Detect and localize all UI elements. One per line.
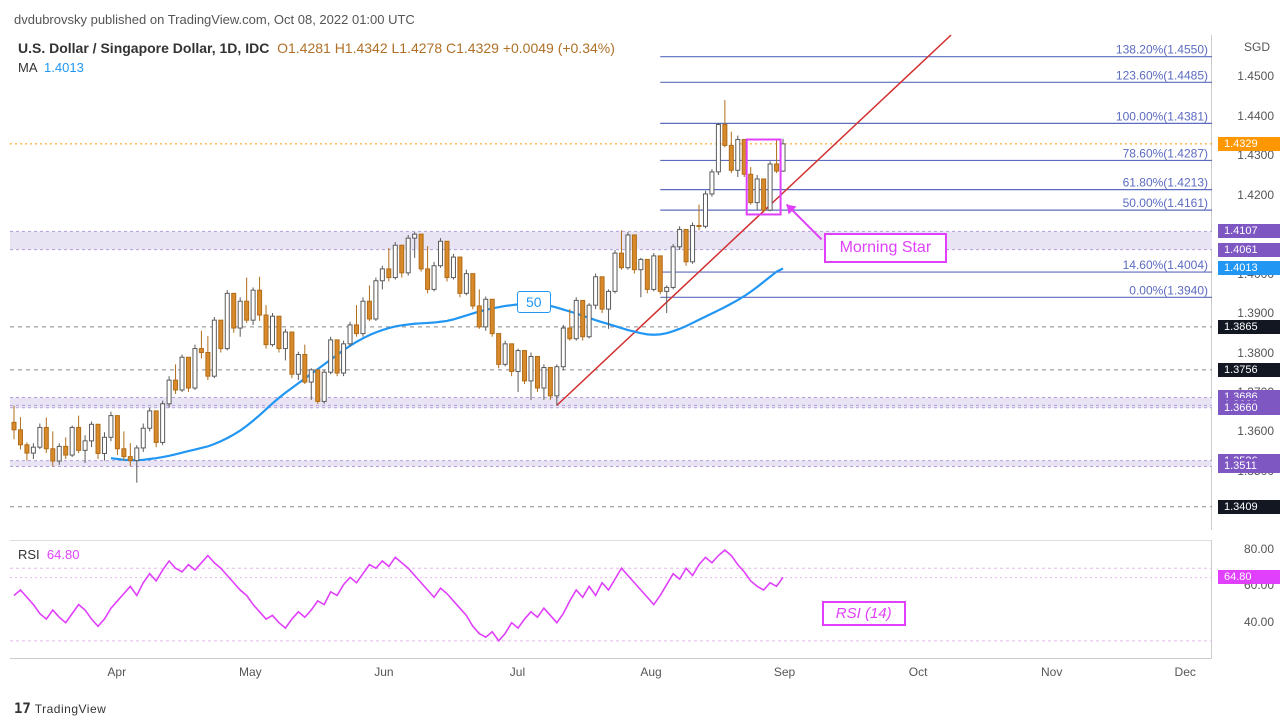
svg-text:50.00%(1.4161): 50.00%(1.4161) bbox=[1123, 196, 1208, 210]
price-tag: 1.4061 bbox=[1218, 243, 1280, 257]
x-tick: May bbox=[239, 665, 262, 679]
tv-text: TradingView bbox=[35, 702, 107, 716]
x-tick: Jul bbox=[510, 665, 525, 679]
x-tick: Sep bbox=[774, 665, 795, 679]
price-tag: 1.3660 bbox=[1218, 401, 1280, 415]
y-tick: 1.4500 bbox=[1237, 69, 1274, 83]
tv-icon: 17 bbox=[14, 701, 31, 717]
rsi-y-tick: 80.00 bbox=[1244, 542, 1274, 556]
price-tag: 1.4107 bbox=[1218, 224, 1280, 238]
morning-star-label: Morning Star bbox=[824, 233, 948, 263]
y-tick: 1.3600 bbox=[1237, 424, 1274, 438]
price-tag: 1.4329 bbox=[1218, 137, 1280, 151]
y-tick: 1.3800 bbox=[1237, 346, 1274, 360]
x-tick: Aug bbox=[640, 665, 661, 679]
y-axis: SGD 1.45001.44001.43001.42001.41001.4000… bbox=[1212, 35, 1280, 640]
ma-period-badge: 50 bbox=[517, 291, 551, 313]
price-tag: 1.3511 bbox=[1218, 459, 1280, 473]
tradingview-logo: 17 TradingView bbox=[14, 700, 106, 717]
price-chart[interactable]: 138.20%(1.4550) 123.60%(1.4485) 100.00%(1.… bbox=[10, 35, 1212, 530]
x-tick: Apr bbox=[107, 665, 126, 679]
svg-text:138.20%(1.4550): 138.20%(1.4550) bbox=[1116, 43, 1208, 57]
rsi14-badge: RSI (14) bbox=[822, 601, 906, 626]
y-tick: 1.4200 bbox=[1237, 188, 1274, 202]
y-tick: 1.4400 bbox=[1237, 109, 1274, 123]
currency-label: SGD bbox=[1244, 40, 1270, 54]
svg-text:123.60%(1.4485): 123.60%(1.4485) bbox=[1116, 68, 1208, 82]
price-tag: 1.4013 bbox=[1218, 261, 1280, 275]
price-tag: 1.3865 bbox=[1218, 320, 1280, 334]
publish-info: dvdubrovsky published on TradingView.com… bbox=[14, 12, 415, 27]
price-tag: 1.3756 bbox=[1218, 363, 1280, 377]
x-tick: Jun bbox=[374, 665, 393, 679]
rsi-chart[interactable]: RSI 64.80 RSI (14) bbox=[10, 540, 1212, 659]
svg-text:61.80%(1.4213): 61.80%(1.4213) bbox=[1123, 176, 1208, 190]
rsi-y-tick: 40.00 bbox=[1244, 615, 1274, 629]
y-tick: 1.3900 bbox=[1237, 306, 1274, 320]
x-axis: Apr May Jun Jul Aug Sep Oct Nov Dec bbox=[10, 658, 1212, 689]
svg-text:14.60%(1.4004): 14.60%(1.4004) bbox=[1123, 258, 1208, 272]
svg-text:78.60%(1.4287): 78.60%(1.4287) bbox=[1123, 146, 1208, 160]
svg-text:0.00%(1.3940): 0.00%(1.3940) bbox=[1129, 283, 1208, 297]
x-tick: Dec bbox=[1175, 665, 1196, 679]
rsi-value-tag: 64.80 bbox=[1218, 570, 1280, 584]
price-tag: 1.3409 bbox=[1218, 500, 1280, 514]
x-tick: Oct bbox=[909, 665, 928, 679]
x-tick: Nov bbox=[1041, 665, 1062, 679]
svg-text:100.00%(1.4381): 100.00%(1.4381) bbox=[1116, 109, 1208, 123]
